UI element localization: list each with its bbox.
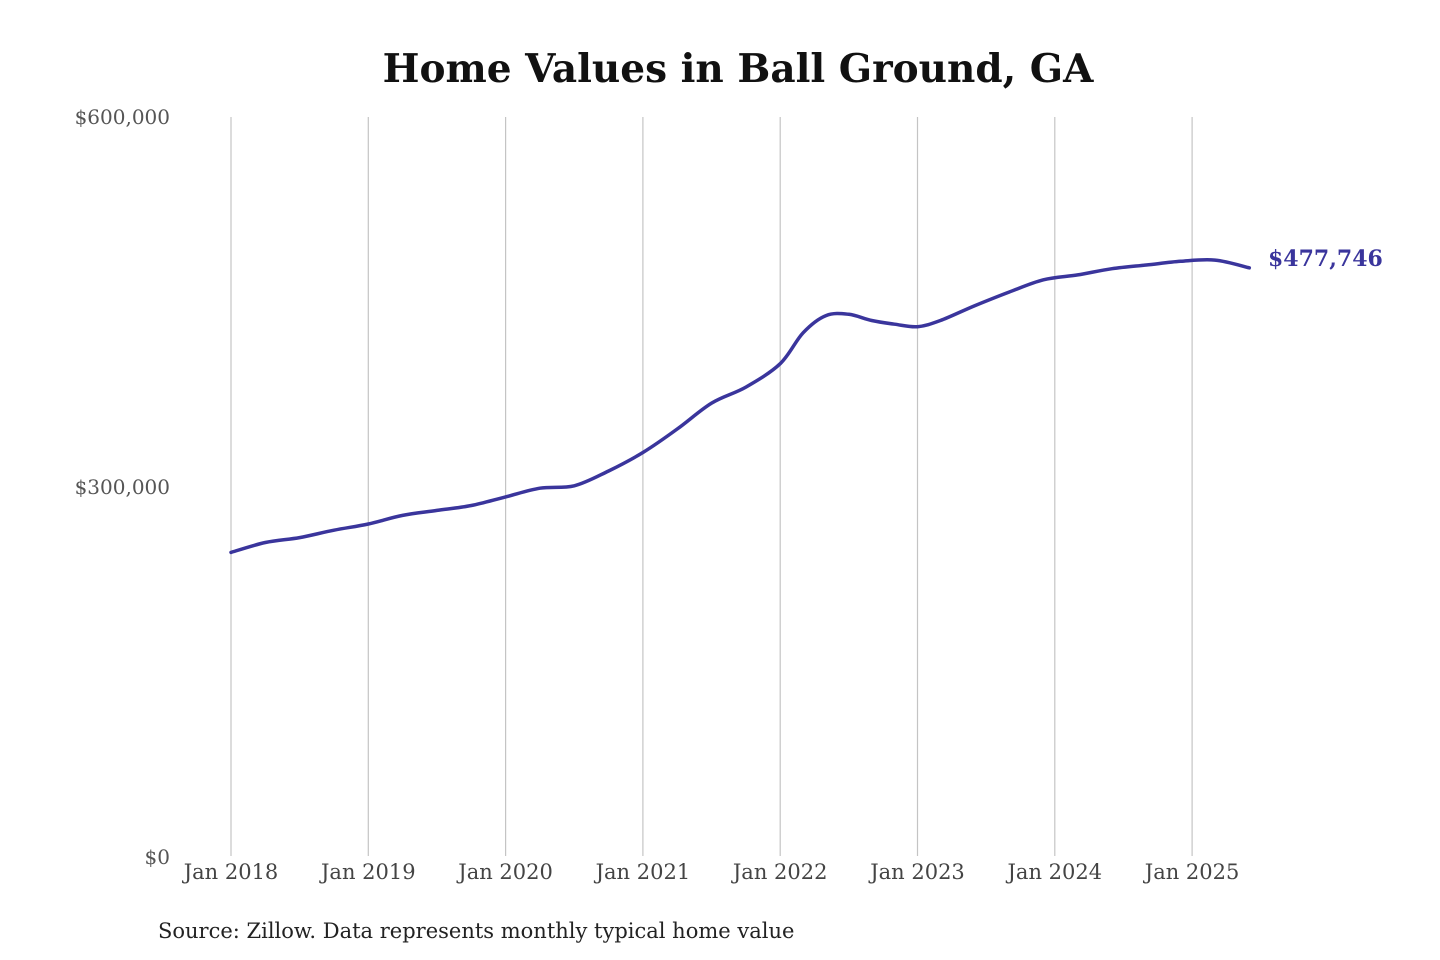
x-tick-label: Jan 2019 [319,860,416,884]
series-line [229,257,1252,555]
gridlines [230,117,1193,856]
series-layer [229,257,1252,555]
x-tick-label: Jan 2024 [1006,860,1103,884]
chart-title: Home Values in Ball Ground, GA [383,46,1094,92]
x-tick-label: Jan 2022 [731,860,828,884]
y-tick-label: $600,000 [75,105,170,129]
x-tick-label: Jan 2020 [456,860,553,884]
x-tick-label: Jan 2021 [594,860,691,884]
x-axis: Jan 2018 Jan 2019 Jan 2020 Jan 2021 Jan 2022… [182,860,1240,884]
source-note: Source: Zillow. Data represents monthly … [158,919,794,943]
y-tick-label: $0 [145,845,170,869]
y-axis: $0 $300,000 $600,000 [75,105,170,869]
y-tick-label: $300,000 [75,475,170,499]
x-tick-label: Jan 2025 [1143,860,1240,884]
x-tick-label: Jan 2023 [868,860,965,884]
end-value-label: $477,746 [1268,246,1383,272]
x-tick-label: Jan 2018 [182,860,279,884]
